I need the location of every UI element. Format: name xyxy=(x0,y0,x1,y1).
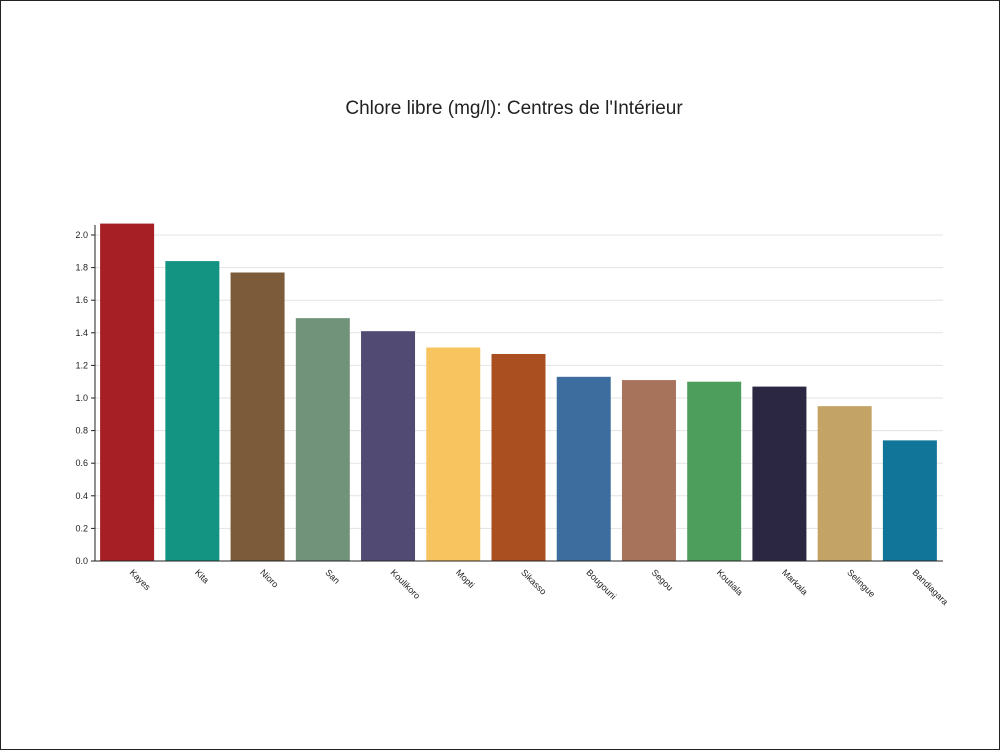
y-tick-label: 2.0 xyxy=(75,230,88,240)
bar xyxy=(295,318,350,561)
y-tick-label: 0.6 xyxy=(75,458,88,468)
bar xyxy=(882,440,937,561)
y-tick-label: 0.2 xyxy=(75,523,88,533)
x-tick-label: Kita xyxy=(193,567,211,585)
bar xyxy=(817,406,872,561)
bar xyxy=(621,380,676,561)
x-tick-label: Mopti xyxy=(454,567,477,590)
bar xyxy=(687,381,742,561)
x-tick-label: San xyxy=(323,567,341,585)
bar xyxy=(165,261,220,561)
y-tick-label: 1.8 xyxy=(75,263,88,273)
y-tick-label: 1.0 xyxy=(75,393,88,403)
y-tick-label: 0.0 xyxy=(75,556,88,566)
x-tick-label: Markala xyxy=(780,567,810,597)
x-tick-label: Nioro xyxy=(258,567,280,589)
x-tick-label: Kayes xyxy=(128,567,153,592)
bars xyxy=(100,223,937,561)
bar xyxy=(752,386,807,561)
y-tick-label: 0.8 xyxy=(75,426,88,436)
y-tick-label: 0.4 xyxy=(75,491,88,501)
y-tick-label: 1.4 xyxy=(75,328,88,338)
x-tick-label: Koulikoro xyxy=(389,567,423,601)
y-tick-label: 1.6 xyxy=(75,295,88,305)
bar xyxy=(361,331,416,561)
x-tick-label: Segou xyxy=(650,567,675,592)
bar xyxy=(230,272,285,561)
x-tick-label: Selingue xyxy=(845,567,877,599)
bar xyxy=(100,223,155,561)
bar xyxy=(491,353,546,561)
y-tick-label: 1.2 xyxy=(75,360,88,370)
x-tick-label: Bougouni xyxy=(584,567,618,601)
x-tick-label: Sikasso xyxy=(519,567,548,596)
x-tick-label: Koutiala xyxy=(715,567,745,597)
bar xyxy=(556,376,611,561)
bar xyxy=(426,347,481,561)
axes xyxy=(91,225,943,562)
x-tick-label: Bandiagara xyxy=(910,567,950,607)
chart-title: Chlore libre (mg/l): Centres de l'Intéri… xyxy=(345,98,683,119)
